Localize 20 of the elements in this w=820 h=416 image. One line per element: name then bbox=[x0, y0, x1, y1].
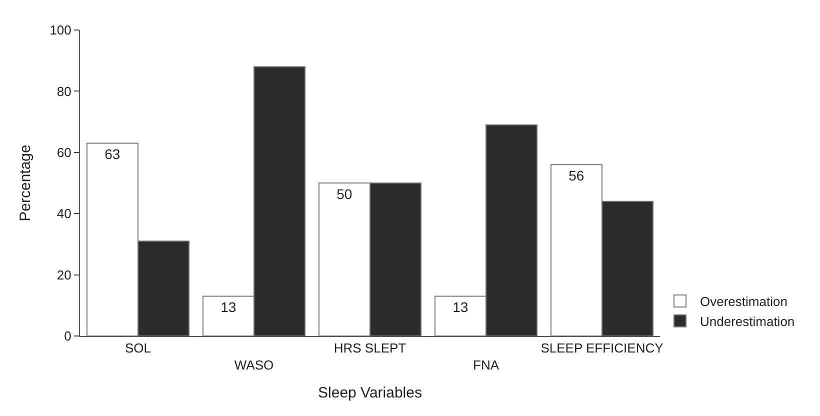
y-tick-label: 60 bbox=[56, 144, 72, 160]
y-tick-label: 20 bbox=[56, 267, 72, 282]
y-axis-title: Percentage bbox=[16, 144, 34, 222]
x-tick-label: WASO bbox=[234, 358, 274, 372]
data-label: 13 bbox=[220, 299, 236, 316]
y-tick-label: 40 bbox=[56, 206, 72, 222]
y-tick-label: 0 bbox=[64, 328, 72, 344]
x-axis-title: Sleep Variables bbox=[318, 384, 422, 402]
legend-label: Overestimation bbox=[700, 294, 788, 310]
x-tick-label: FNA bbox=[473, 358, 500, 372]
x-tick-label: SLEEP EFFICIENCY bbox=[540, 340, 664, 356]
y-tick-label: 100 bbox=[50, 22, 72, 38]
x-tick-label: SOL bbox=[124, 340, 152, 356]
data-label: 56 bbox=[568, 168, 584, 184]
data-label: 63 bbox=[104, 146, 120, 162]
x-tick-label: HRS SLEPT bbox=[334, 340, 406, 356]
legend-label: Underestimation bbox=[700, 314, 795, 329]
data-label: 13 bbox=[452, 299, 468, 316]
data-label: 50 bbox=[336, 186, 352, 202]
y-tick-label: 80 bbox=[56, 84, 72, 99]
